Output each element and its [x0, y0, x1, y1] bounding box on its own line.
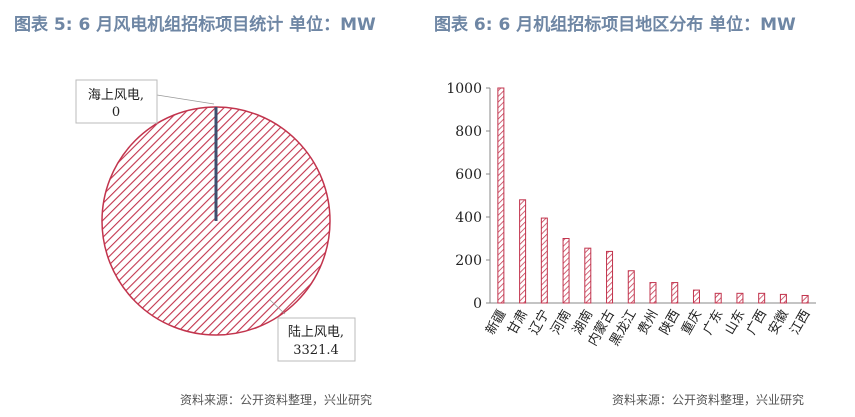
bar-chart: 02004006008001000新疆甘肃辽宁河南湖南内蒙古黑龙江贵州陕西重庆广…: [446, 81, 816, 349]
x-category-label: 广东: [701, 308, 727, 338]
bar: [779, 293, 787, 304]
onshore-label-value: 3321.4: [293, 343, 339, 358]
offshore-label-box: [75, 79, 158, 124]
y-tick-label: 1000: [446, 81, 482, 97]
y-tick-label: 0: [473, 296, 482, 312]
bar: [649, 282, 657, 304]
bar: [714, 292, 722, 304]
bar: [692, 289, 700, 304]
y-tick-label: 600: [455, 167, 482, 183]
y-tick-label: 400: [455, 210, 482, 226]
x-category-label: 安徽: [766, 308, 792, 338]
right-chart-title: 图表 6: 6 月机组招标项目地区分布 单位：MW: [434, 15, 796, 35]
onshore-label-box: [277, 317, 356, 362]
right-source-note: 资料来源：公开资料整理，兴业研究: [612, 393, 805, 407]
x-category-label: 新疆: [482, 307, 509, 338]
x-category-label: 江西: [788, 308, 814, 338]
bar: [497, 87, 505, 304]
pie-chart: 海上风电, 0 陆上风电, 3321.4: [75, 79, 356, 362]
offshore-leader-line: [156, 94, 215, 105]
offshore-label-name: 海上风电,: [88, 88, 144, 103]
bar: [519, 199, 527, 304]
bar: [540, 217, 548, 304]
y-tick-label: 200: [455, 253, 482, 269]
x-category-label: 河南: [548, 307, 575, 338]
left-source-note: 资料来源：公开资料整理，兴业研究: [180, 393, 373, 407]
y-tick-label: 800: [455, 124, 482, 140]
left-chart-title: 图表 5: 6 月风电机组招标项目统计 单位：MW: [14, 15, 376, 35]
bar: [758, 292, 766, 304]
x-category-label: 陕西: [657, 308, 683, 338]
x-category-label: 重庆: [678, 307, 705, 338]
x-category-label: 贵州: [635, 308, 661, 338]
offshore-label-value: 0: [112, 105, 120, 120]
bar: [736, 292, 744, 304]
bar: [627, 270, 635, 304]
onshore-label-name: 陆上风电,: [288, 324, 344, 340]
onshore-leader-line: [269, 299, 286, 315]
x-category-label: 山东: [722, 308, 748, 338]
bar: [801, 294, 809, 304]
x-category-label: 甘肃: [505, 308, 531, 338]
bar: [606, 250, 614, 304]
bar: [671, 282, 679, 304]
bar: [562, 238, 570, 304]
x-category-label: 辽宁: [526, 307, 553, 338]
x-category-label: 广西: [744, 308, 770, 338]
bar: [584, 247, 592, 304]
